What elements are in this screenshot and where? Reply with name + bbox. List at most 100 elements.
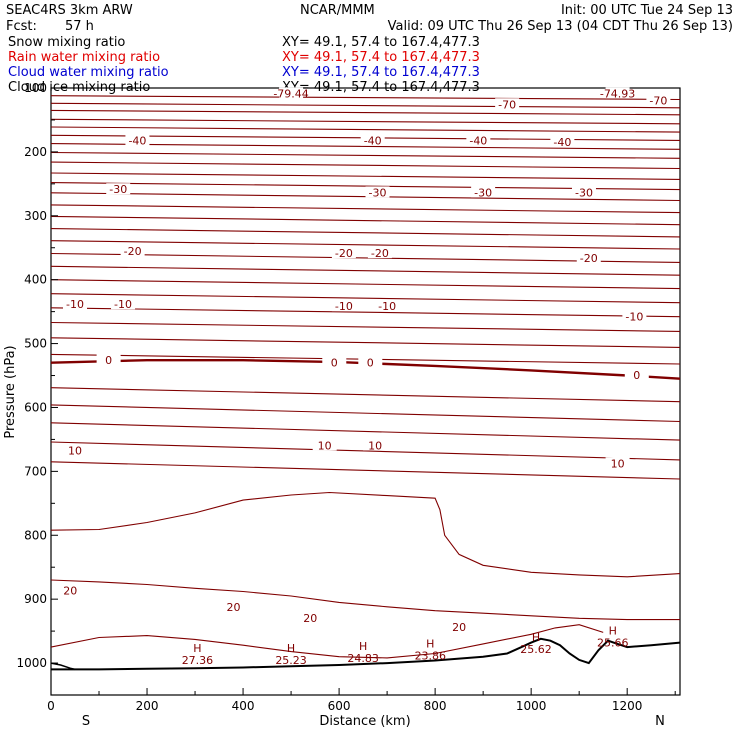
high-marker-value: 23.86 bbox=[415, 649, 447, 662]
isotherm-line bbox=[50, 321, 681, 332]
x-tick-label: 200 bbox=[136, 699, 159, 713]
contour-label: -20 bbox=[124, 245, 142, 258]
contour-label: 20 bbox=[63, 584, 77, 597]
contour-label-bg bbox=[111, 298, 136, 310]
isotherm-line bbox=[50, 422, 681, 441]
contour-labels: -79.44 -74.93 -70 -70 -40 -40 -40 -40 -30 -30 -30 -… bbox=[58, 87, 671, 667]
contour-label-bg bbox=[622, 310, 647, 322]
isotherm-line bbox=[50, 228, 681, 238]
high-marker: H bbox=[532, 631, 540, 644]
contour-label-bg bbox=[312, 439, 337, 451]
contour-label: -70 bbox=[649, 94, 667, 107]
contour-label: 20 bbox=[452, 621, 466, 634]
x-tick-label: 0 bbox=[47, 699, 55, 713]
high-marker-value: 27.36 bbox=[182, 654, 214, 667]
contour-label-bg bbox=[331, 300, 356, 312]
y-tick-label: 700 bbox=[24, 464, 47, 478]
contour-label: 10 bbox=[68, 445, 82, 458]
y-tick-label: 400 bbox=[24, 273, 47, 287]
contour-label: -10 bbox=[114, 298, 132, 311]
contour-label: -10 bbox=[335, 300, 353, 313]
high-marker-value: 24.83 bbox=[347, 652, 379, 665]
contour-label: 20 bbox=[226, 601, 240, 614]
contour-label-bg bbox=[106, 183, 131, 195]
axes: 0 200 400 600 800 1000 12001002003004005006007… bbox=[16, 81, 676, 713]
contour-label-bg bbox=[466, 134, 491, 146]
contour-label-bg bbox=[576, 252, 601, 264]
terrain-layer bbox=[50, 637, 681, 671]
contour-label-bg bbox=[358, 356, 383, 368]
contour-label-bg bbox=[624, 369, 649, 381]
contour-label-bg bbox=[360, 134, 385, 146]
isotherm-line bbox=[50, 126, 681, 133]
contour-label: 0 bbox=[105, 354, 112, 367]
isotherm-line bbox=[50, 240, 681, 250]
forecast-label: Fcst: bbox=[6, 19, 37, 34]
contour-label-bg bbox=[447, 620, 472, 632]
center-label: NCAR/MMM bbox=[300, 3, 375, 18]
terrain-edge-line bbox=[50, 662, 76, 671]
contour-label-bg bbox=[495, 98, 520, 110]
isotherm-line bbox=[50, 118, 681, 125]
x-tick-label: 400 bbox=[232, 699, 255, 713]
contour-label: -10 bbox=[378, 300, 396, 313]
contour-label-bg bbox=[605, 87, 630, 99]
x-axis-title: Distance (km) bbox=[319, 714, 410, 729]
isotherm-line bbox=[50, 204, 681, 214]
isotherm-20-line bbox=[50, 579, 680, 621]
isotherm-line bbox=[50, 337, 681, 348]
isotherm-line bbox=[50, 293, 681, 304]
isotherm-line bbox=[50, 151, 681, 159]
contour-label: -70 bbox=[498, 98, 516, 111]
x-tick-label: 1200 bbox=[612, 699, 643, 713]
isotherm-line bbox=[50, 387, 681, 403]
high-marker: H bbox=[359, 640, 367, 653]
y-tick-label: 900 bbox=[24, 592, 47, 606]
contour-label-bg bbox=[63, 444, 88, 456]
isotherm-line bbox=[50, 95, 681, 101]
contour-label-bg bbox=[63, 298, 88, 310]
isotherm-line bbox=[50, 109, 681, 116]
contour-label-bg bbox=[120, 245, 145, 257]
contour-label-bg bbox=[571, 186, 596, 198]
isotherm-line bbox=[50, 215, 681, 226]
isotherm-line bbox=[50, 143, 681, 150]
contour-label: -74.93 bbox=[600, 87, 635, 100]
valid-time: Valid: 09 UTC Thu 26 Sep 13 (04 CDT Thu … bbox=[388, 19, 733, 34]
high-marker: H bbox=[426, 637, 434, 650]
high-marker: H bbox=[287, 642, 295, 655]
direction-north-label: N bbox=[655, 714, 665, 729]
field-list: Snow mixing ratio XY= 49.1, 57.4 to 167.4… bbox=[8, 35, 480, 95]
field-label: Cloud water mixing ratio bbox=[8, 65, 169, 80]
contour-label: -40 bbox=[128, 135, 146, 148]
contour-label: -40 bbox=[553, 136, 571, 149]
contour-label-bg bbox=[279, 87, 304, 99]
contour-label: 0 bbox=[331, 356, 338, 369]
contour-label-bg bbox=[331, 247, 356, 259]
contour-label-bg bbox=[375, 300, 400, 312]
contour-label: 10 bbox=[368, 439, 382, 452]
y-tick-label: 200 bbox=[24, 145, 47, 159]
terrain-line bbox=[51, 637, 681, 671]
isotherm-contours bbox=[50, 95, 681, 659]
contour-label-bg bbox=[221, 601, 246, 613]
contour-label-bg bbox=[125, 134, 150, 146]
contour-label: 20 bbox=[303, 612, 317, 625]
contour-label: -30 bbox=[369, 186, 387, 199]
forecast-hours: 57 h bbox=[65, 19, 94, 34]
field-xy: XY= 49.1, 57.4 to 167.4,477.3 bbox=[282, 65, 480, 80]
contour-label: 10 bbox=[318, 439, 332, 452]
contour-label: 10 bbox=[611, 457, 625, 470]
contour-label-bg bbox=[550, 135, 575, 147]
contour-label-bg bbox=[322, 356, 347, 368]
contour-label-bg bbox=[298, 611, 323, 623]
x-tick-label: 1000 bbox=[516, 699, 547, 713]
contour-label-bg bbox=[96, 353, 121, 365]
x-tick-label: 600 bbox=[328, 699, 351, 713]
freezing-level-line bbox=[50, 359, 681, 380]
isotherm-line bbox=[50, 279, 681, 290]
contour-label: -20 bbox=[580, 252, 598, 265]
contour-label: -40 bbox=[469, 135, 487, 148]
isotherm-line bbox=[50, 172, 681, 180]
isotherm-20-lower-line bbox=[50, 624, 604, 659]
